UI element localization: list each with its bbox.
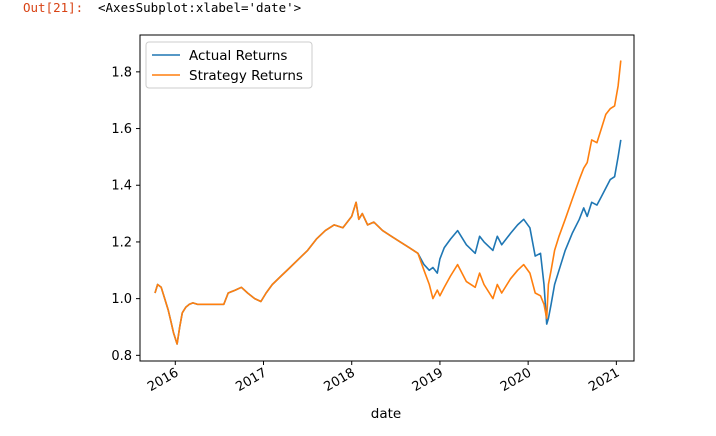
x-tick-label: 2019 <box>410 365 446 395</box>
y-tick-label: 1.8 <box>111 65 132 80</box>
output-prompt: Out[21]: <box>23 0 84 15</box>
series-layer <box>154 60 622 345</box>
legend-box <box>145 41 313 89</box>
output-repr: <AxesSubplot:xlabel='date'> <box>98 0 302 15</box>
y-tick-label: 0.8 <box>111 349 132 364</box>
y-tick-label: 1.4 <box>111 179 132 194</box>
series-line-1 <box>154 60 622 345</box>
y-tick-label: 1.2 <box>111 235 132 250</box>
x-tick-label: 2017 <box>233 365 269 395</box>
x-tick-label: 2021 <box>586 365 622 395</box>
x-axis: 2016 2017 2018 2019 2020 2021 <box>145 361 622 395</box>
y-axis: 0.8 1.0 1.2 1.4 1.6 1.8 <box>111 65 140 364</box>
axes-frame <box>139 34 635 362</box>
legend-label-0: Actual Returns <box>189 48 287 64</box>
legend-label-1: Strategy Returns <box>189 68 303 84</box>
x-tick-label: 2016 <box>145 365 181 395</box>
plot-area <box>140 35 634 361</box>
y-tick-label: 1.0 <box>111 292 132 307</box>
output-row: Out[21]: <AxesSubplot:xlabel='date'> <box>0 0 716 16</box>
x-tick-label: 2018 <box>322 365 358 395</box>
y-tick-label: 1.6 <box>111 122 132 137</box>
x-axis-label: date <box>371 406 401 422</box>
legend: Actual Returns Strategy Returns <box>145 41 313 89</box>
x-tick-label: 2020 <box>498 365 534 395</box>
